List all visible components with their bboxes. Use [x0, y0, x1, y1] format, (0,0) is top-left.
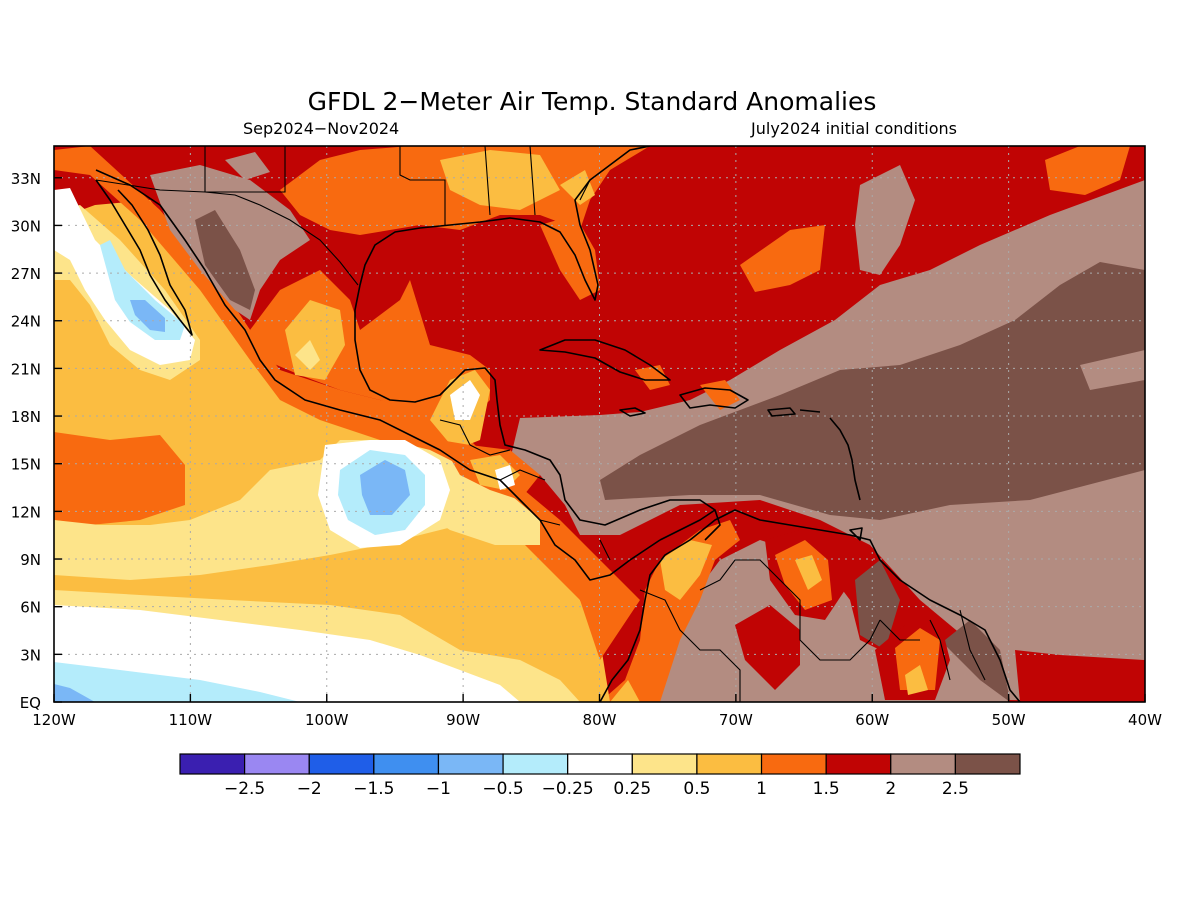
coastlines — [95, 146, 1021, 702]
colorbar-label: 1.5 — [813, 779, 840, 799]
border-us-mexico — [95, 179, 359, 286]
colorbar-label: 2.5 — [942, 779, 969, 799]
coastline-hispaniola — [679, 387, 749, 409]
y-tick-label: 30N — [11, 217, 41, 235]
colorbar-swatch — [179, 753, 246, 775]
y-tick-label: 12N — [11, 503, 41, 521]
x-tick-label: 100W — [305, 711, 349, 729]
coastline-trinidad — [849, 527, 863, 541]
colorbar-swatch — [696, 753, 763, 775]
colorbar-swatch — [954, 753, 1021, 775]
field-region — [855, 165, 915, 275]
field-region — [660, 540, 712, 600]
colorbar-label: 0.25 — [613, 779, 651, 799]
colorbar-swatch — [244, 753, 310, 775]
field-region — [560, 170, 595, 205]
colorbar-label: −0.25 — [542, 779, 594, 799]
y-tick-label: 27N — [11, 265, 41, 283]
coastline-jamaica — [619, 407, 646, 417]
coastline-cuba — [539, 339, 671, 381]
coastline-baja — [95, 179, 193, 336]
field-region — [130, 300, 165, 332]
field-region — [54, 662, 300, 702]
field-region — [610, 680, 640, 702]
colorbar-label: −1.5 — [353, 779, 394, 799]
colorbar-label: 2 — [885, 779, 896, 799]
y-tick-label: 18N — [11, 408, 41, 426]
y-tick-label: 15N — [11, 456, 41, 474]
field-region — [54, 432, 185, 525]
field-region — [225, 152, 270, 180]
field-region — [795, 555, 822, 590]
initial-conditions-label: July2024 initial conditions — [750, 119, 957, 138]
field-region — [740, 225, 825, 292]
y-tick-label: 33N — [11, 170, 41, 188]
border-central-america — [439, 419, 611, 561]
field-region — [440, 150, 560, 210]
x-tick-label: 120W — [32, 711, 76, 729]
y-tick-label: 21N — [11, 360, 41, 378]
y-tick-label: EQ — [20, 694, 41, 712]
colorbar-label: −2 — [297, 779, 322, 799]
colorbar-swatch — [567, 753, 633, 775]
coastline-antilles — [799, 409, 861, 501]
border-south-america — [639, 559, 986, 702]
y-tick-label: 9N — [20, 551, 41, 569]
colorbar-swatch — [437, 753, 504, 775]
colorbar-swatch — [825, 753, 892, 775]
anomaly-field — [54, 146, 1145, 702]
x-tick-label: 70W — [719, 711, 753, 729]
x-tick-label: 60W — [855, 711, 889, 729]
field-region — [54, 684, 95, 702]
political-borders — [95, 146, 986, 702]
colorbar-label: −1 — [426, 779, 451, 799]
y-tick-label: 6N — [20, 599, 41, 617]
field-region — [1045, 146, 1130, 195]
coastline-puerto-rico — [767, 407, 796, 417]
colorbar-swatch — [760, 753, 827, 775]
y-tick-label: 24N — [11, 313, 41, 331]
field-region — [635, 365, 670, 390]
colorbar-swatch — [631, 753, 698, 775]
coastline-south-america — [599, 509, 1021, 702]
field-region — [420, 470, 540, 545]
colorbar-swatch — [890, 753, 956, 775]
colorbar-swatch — [308, 753, 375, 775]
field-region — [905, 665, 928, 695]
field-region — [450, 380, 480, 420]
field-region — [54, 146, 640, 660]
colorbar: −2.5 −2 −1.5 −1 −0.5 −0.25 0.25 0.5 1 1.5 2 2.5 — [179, 753, 1021, 799]
coastline-mexico-pacific — [95, 169, 661, 581]
y-tick-label: 3N — [20, 646, 41, 664]
field-region — [700, 380, 740, 410]
field-region — [195, 210, 255, 310]
border-us-states — [204, 146, 591, 225]
x-axis-ticks: 120W 110W 100W 90W 80W 70W 60W 50W 40W — [32, 694, 1162, 729]
y-axis-ticks: EQ 3N 6N 9N 12N 15N 18N 21N 24N 27N 30N 33N — [11, 170, 62, 712]
field-region — [360, 460, 410, 515]
x-tick-label: 80W — [583, 711, 617, 729]
colorbar-label: 1 — [756, 779, 767, 799]
figure-title: GFDL 2−Meter Air Temp. Standard Anomalie… — [308, 87, 877, 116]
x-tick-label: 110W — [169, 711, 213, 729]
field-region — [295, 340, 320, 370]
x-tick-label: 40W — [1128, 711, 1162, 729]
field-region — [855, 560, 900, 650]
field-region — [735, 605, 800, 690]
period-label: Sep2024−Nov2024 — [243, 119, 399, 138]
colorbar-label: −2.5 — [224, 779, 265, 799]
colorbar-swatch — [502, 753, 569, 775]
field-region — [100, 240, 185, 340]
colorbar-label: 0.5 — [683, 779, 710, 799]
x-tick-label: 50W — [992, 711, 1026, 729]
field-region — [1015, 650, 1145, 702]
x-tick-label: 90W — [446, 711, 480, 729]
colorbar-label: −0.5 — [482, 779, 523, 799]
coastline-gulf — [354, 146, 721, 541]
graticule — [54, 146, 1145, 702]
colorbar-swatch — [373, 753, 440, 775]
